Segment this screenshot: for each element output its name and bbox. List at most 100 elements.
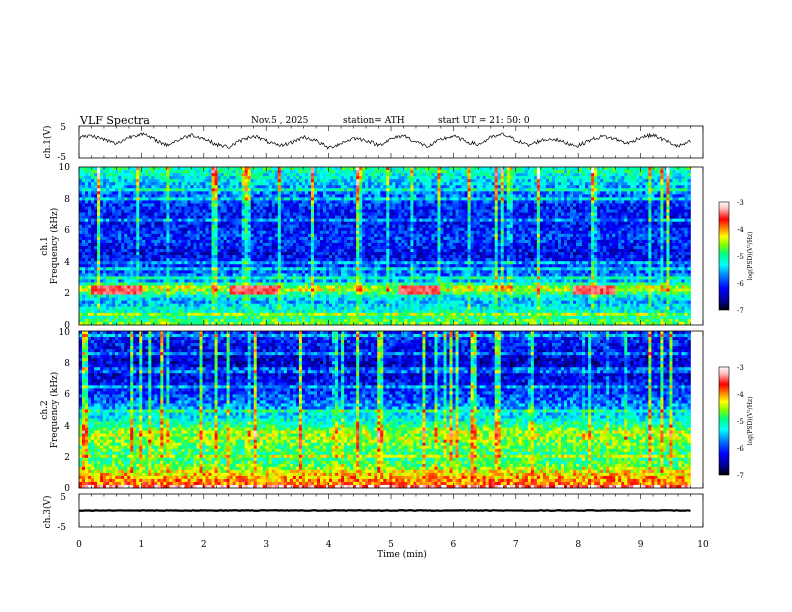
spectrogram-cell <box>145 188 148 191</box>
spectrogram-cell <box>419 185 422 188</box>
spectrogram-cell <box>609 176 612 179</box>
spectrogram-cell <box>504 167 507 170</box>
spectrogram-cell <box>148 179 151 182</box>
spectrogram-cell <box>483 185 486 188</box>
spectrogram-cell <box>148 191 151 194</box>
spectrogram-cell <box>681 167 684 170</box>
spectrogram-cell <box>552 179 555 182</box>
spectrogram-cell <box>645 191 648 194</box>
spectrogram-cell <box>248 173 251 176</box>
spectrogram-cell <box>103 188 106 191</box>
spectrogram-cell <box>561 167 564 170</box>
spectrogram-cell <box>136 194 139 197</box>
spectrogram-cell <box>266 188 269 191</box>
spectrogram-cell <box>160 176 163 179</box>
spectrogram-cell <box>206 182 209 185</box>
spectrogram-cell <box>465 170 468 173</box>
spectrogram-cell <box>299 185 302 188</box>
spectrogram-cell <box>588 191 591 194</box>
spectrogram-cell <box>284 170 287 173</box>
spectrogram-cell <box>269 176 272 179</box>
spectrogram-cell <box>311 170 314 173</box>
spectrogram-cell <box>284 188 287 191</box>
spectrogram-cell <box>347 185 350 188</box>
spectrogram-cell <box>597 191 600 194</box>
spectrogram-cell <box>272 167 275 170</box>
ch1-waveform-ylabel: ch.1(V) <box>42 126 53 159</box>
spectrogram-cell <box>510 170 513 173</box>
spectrogram-cell <box>618 182 621 185</box>
spectrogram-cell <box>669 182 672 185</box>
spectrogram-cell <box>540 179 543 182</box>
spectrogram-cell <box>549 170 552 173</box>
spectrogram-cell <box>585 185 588 188</box>
spectrogram-cell <box>233 179 236 182</box>
spectrogram-cell <box>206 176 209 179</box>
spectrogram-cell <box>302 191 305 194</box>
spectrogram-cell <box>79 173 82 176</box>
spectrogram-cell <box>513 182 516 185</box>
spectrogram-cell <box>525 191 528 194</box>
spectrogram-cell <box>281 194 284 197</box>
spectrogram-cell <box>103 191 106 194</box>
spectrogram-cell <box>124 176 127 179</box>
spectrogram-cell <box>462 176 465 179</box>
spectrogram-cell <box>486 179 489 182</box>
spectrogram-cell <box>157 173 160 176</box>
spectrogram-cell <box>133 167 136 170</box>
spectrogram-cell <box>163 173 166 176</box>
spectrogram-cell <box>389 176 392 179</box>
spectrogram-cell <box>335 167 338 170</box>
spectrogram-cell <box>579 191 582 194</box>
spectrogram-cell <box>305 194 308 197</box>
spectrogram-cell <box>293 173 296 176</box>
spectrogram-cell <box>97 191 100 194</box>
spectrogram-cell <box>513 173 516 176</box>
spectrogram-cell <box>272 173 275 176</box>
spectrogram-cell <box>462 170 465 173</box>
spectrogram-cell <box>94 167 97 170</box>
station-label: station= ATH <box>343 116 405 126</box>
spectrogram-cell <box>567 167 570 170</box>
spectrogram-cell <box>287 194 290 197</box>
spectrogram-cell <box>302 182 305 185</box>
spectrogram-cell <box>440 188 443 191</box>
spectrogram-cell <box>389 191 392 194</box>
spectrogram-cell <box>597 167 600 170</box>
spectrogram-cell <box>281 182 284 185</box>
spectrogram-cell <box>290 194 293 197</box>
spectrogram-cell <box>284 191 287 194</box>
spectrogram-cell <box>187 170 190 173</box>
spectrogram-cell <box>112 167 115 170</box>
spectrogram-cell <box>148 170 151 173</box>
spectrogram-cell <box>344 176 347 179</box>
spectrogram-cell <box>606 176 609 179</box>
spectrogram-cell <box>94 188 97 191</box>
spectrogram-cell <box>359 173 362 176</box>
spectrogram-cell <box>453 191 456 194</box>
spectrogram-cell <box>233 170 236 173</box>
spectrogram-cell <box>257 182 260 185</box>
spectrogram-cell <box>245 176 248 179</box>
spectrogram-cell <box>284 173 287 176</box>
spectrogram-cell <box>477 188 480 191</box>
spectrogram-cell <box>299 170 302 173</box>
spectrogram-cell <box>127 182 130 185</box>
spectrogram-cell <box>389 182 392 185</box>
spectrogram-cell <box>428 167 431 170</box>
spectrogram-cell <box>338 179 341 182</box>
spectrogram-cell <box>88 191 91 194</box>
spectrogram-cell <box>621 182 624 185</box>
spectrogram-cell <box>501 182 504 185</box>
spectrogram-cell <box>224 194 227 197</box>
spectrogram-cell <box>88 188 91 191</box>
spectrogram-cell <box>525 185 528 188</box>
spectrogram-cell <box>428 176 431 179</box>
spectrogram-cell <box>272 191 275 194</box>
spectrogram-cell <box>688 176 691 179</box>
spectrogram-cell <box>329 188 332 191</box>
spectrogram-cell <box>395 191 398 194</box>
spectrogram-cell <box>308 179 311 182</box>
spectrogram-cell <box>233 182 236 185</box>
spectrogram-cell <box>290 191 293 194</box>
